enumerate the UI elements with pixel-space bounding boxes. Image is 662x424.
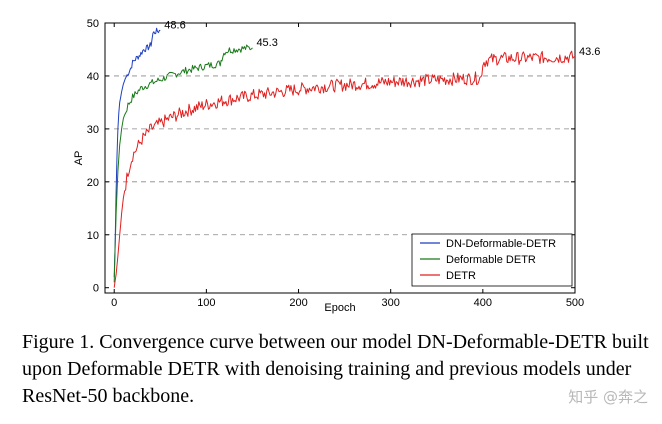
legend-label-0: DN-Deformable-DETR bbox=[446, 238, 556, 250]
legend-label-1: Deformable DETR bbox=[446, 254, 536, 266]
figure-caption: Figure 1. Convergence curve between our … bbox=[22, 331, 649, 407]
series-line-2 bbox=[113, 50, 575, 288]
convergence-chart: 0 100 200 300 400 500 0 10 20 30 40 50 48.6 45.3 43.6… bbox=[73, 18, 600, 314]
end-label-1: 45.3 bbox=[256, 37, 277, 49]
x-tick-label-400: 400 bbox=[474, 297, 492, 309]
series-lines bbox=[113, 27, 575, 288]
y-tick-label-50: 50 bbox=[87, 18, 99, 30]
legend-label-2: DETR bbox=[446, 270, 476, 282]
x-tick-label-200: 200 bbox=[289, 297, 307, 309]
y-tick-label-40: 40 bbox=[87, 71, 99, 83]
series-line-0 bbox=[113, 27, 161, 278]
x-tick-label-300: 300 bbox=[382, 297, 400, 309]
y-tick-label-30: 30 bbox=[87, 124, 99, 136]
series-line-1 bbox=[113, 44, 253, 283]
x-axis-title: Epoch bbox=[324, 302, 355, 314]
end-label-0: 48.6 bbox=[164, 19, 185, 31]
x-tick-label-0: 0 bbox=[111, 297, 117, 309]
y-tick-label-20: 20 bbox=[87, 177, 99, 189]
legend: DN-Deformable-DETR Deformable DETR DETR bbox=[411, 233, 573, 287]
gridlines bbox=[105, 75, 575, 236]
axis-ticks: 0 100 200 300 400 500 0 10 20 30 40 50 bbox=[87, 18, 584, 309]
end-value-labels: 48.6 45.3 43.6 bbox=[164, 19, 600, 57]
y-tick-label-0: 0 bbox=[93, 283, 99, 295]
x-tick-label-500: 500 bbox=[566, 297, 584, 309]
plot-area-frame bbox=[104, 22, 576, 294]
x-tick-label-100: 100 bbox=[197, 297, 215, 309]
y-tick-label-10: 10 bbox=[87, 230, 99, 242]
end-label-2: 43.6 bbox=[579, 46, 600, 58]
watermark: 知乎 @奔之 bbox=[568, 388, 648, 406]
y-axis-title: AP bbox=[73, 151, 85, 166]
